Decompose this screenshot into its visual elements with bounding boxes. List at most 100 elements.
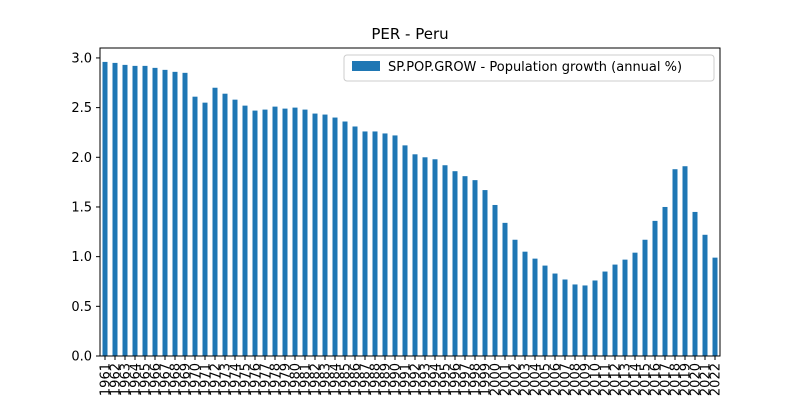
x-tick-label: 1976 <box>249 363 264 396</box>
bar-2021 <box>702 234 708 356</box>
bar-1989 <box>382 133 388 356</box>
x-tick-label: 1966 <box>149 363 164 396</box>
bar-2001 <box>502 222 508 356</box>
bar-1970 <box>192 96 198 357</box>
y-tick-label: 3.0 <box>71 51 92 66</box>
x-tick-label: 1971 <box>199 363 214 396</box>
bar-2019 <box>682 166 688 356</box>
x-tick-label: 2021 <box>699 363 714 396</box>
bar-1967 <box>162 69 168 357</box>
y-tick-label: 0.0 <box>71 350 92 365</box>
bar-1992 <box>412 154 418 356</box>
bar-1981 <box>302 109 308 356</box>
bar-1997 <box>462 176 468 356</box>
x-tick-label: 2006 <box>549 363 564 396</box>
x-tick-label: 1982 <box>309 363 324 396</box>
bar-2007 <box>562 279 568 356</box>
bar-2018 <box>672 169 678 356</box>
bar-2009 <box>582 285 588 356</box>
x-tick-label: 1984 <box>329 363 344 396</box>
x-tick-label: 1973 <box>219 363 234 396</box>
x-tick-label: 1997 <box>459 363 474 396</box>
bar-2012 <box>612 264 618 356</box>
x-tick-label: 2014 <box>629 363 644 396</box>
bar-2000 <box>492 204 498 356</box>
bar-1998 <box>472 180 478 356</box>
bar-1999 <box>482 190 488 356</box>
bar-1988 <box>372 131 378 356</box>
bar-2017 <box>662 206 668 356</box>
bar-1964 <box>132 65 138 356</box>
bar-1971 <box>202 102 208 357</box>
bar-1987 <box>362 131 368 356</box>
bars-group <box>102 61 718 357</box>
bar-1972 <box>212 87 218 357</box>
bar-1990 <box>392 135 398 356</box>
x-tick-label: 1998 <box>469 363 484 396</box>
x-tick-label: 2011 <box>599 363 614 396</box>
x-tick-label: 1996 <box>449 363 464 396</box>
x-tick-label: 2019 <box>679 363 694 396</box>
x-tick-label: 2009 <box>579 363 594 396</box>
x-tick-label: 1990 <box>389 363 404 396</box>
bar-2005 <box>542 265 548 356</box>
bar-1969 <box>182 72 188 356</box>
bar-1978 <box>272 106 278 357</box>
x-tick-label: 2012 <box>609 363 624 396</box>
bar-2006 <box>552 273 558 356</box>
x-tick-label: 1967 <box>159 363 174 396</box>
x-tick-label: 1993 <box>419 363 434 396</box>
x-tick-label: 1994 <box>429 363 444 396</box>
x-tick-label: 1989 <box>379 363 394 396</box>
x-tick-label: 1968 <box>169 363 184 396</box>
bar-1995 <box>442 165 448 356</box>
x-tick-label: 1995 <box>439 363 454 396</box>
x-tick-label: 1964 <box>129 363 144 396</box>
bar-1984 <box>332 117 338 356</box>
bar-1977 <box>262 109 268 356</box>
x-tick-label: 2004 <box>529 363 544 396</box>
bar-1985 <box>342 121 348 357</box>
x-tick-label: 1999 <box>479 363 494 396</box>
bar-1962 <box>112 62 118 357</box>
x-tick-label: 1963 <box>119 363 134 396</box>
x-tick-label: 1986 <box>349 363 364 396</box>
y-tick-label: 0.5 <box>71 300 92 315</box>
x-tick-label: 2008 <box>569 363 584 396</box>
x-tick-label: 1991 <box>399 363 414 396</box>
bar-1966 <box>152 67 158 357</box>
bar-2011 <box>602 271 608 356</box>
bar-1986 <box>352 126 358 357</box>
bar-2004 <box>532 258 538 356</box>
bar-1975 <box>242 105 248 356</box>
x-tick-label: 2020 <box>689 363 704 396</box>
bar-2013 <box>622 259 628 356</box>
x-tick-label: 2005 <box>539 363 554 396</box>
x-tick-label: 1980 <box>289 363 304 396</box>
bar-1976 <box>252 110 258 356</box>
x-tick-label: 2015 <box>639 363 654 396</box>
bar-2008 <box>572 284 578 356</box>
legend-swatch <box>352 61 380 71</box>
x-tick-label: 1978 <box>269 363 284 396</box>
x-tick-label: 1981 <box>299 363 314 396</box>
x-tick-label: 1988 <box>369 363 384 396</box>
bar-2003 <box>522 251 528 356</box>
bar-1982 <box>312 113 318 356</box>
x-tick-label: 2018 <box>669 363 684 396</box>
x-tick-label: 1983 <box>319 363 334 396</box>
x-tick-label: 2007 <box>559 363 574 396</box>
bar-1961 <box>102 61 108 356</box>
x-tick-label: 1987 <box>359 363 374 396</box>
bar-1974 <box>232 99 238 356</box>
bar-2014 <box>632 252 638 356</box>
bar-1991 <box>402 145 408 356</box>
x-tick-label: 1979 <box>279 363 294 396</box>
bar-1968 <box>172 71 178 356</box>
bar-1996 <box>452 171 458 356</box>
plot-frame <box>99 47 721 357</box>
x-tick-label: 1970 <box>189 363 204 396</box>
x-tick-label: 1969 <box>179 363 194 396</box>
bar-1994 <box>432 159 438 356</box>
